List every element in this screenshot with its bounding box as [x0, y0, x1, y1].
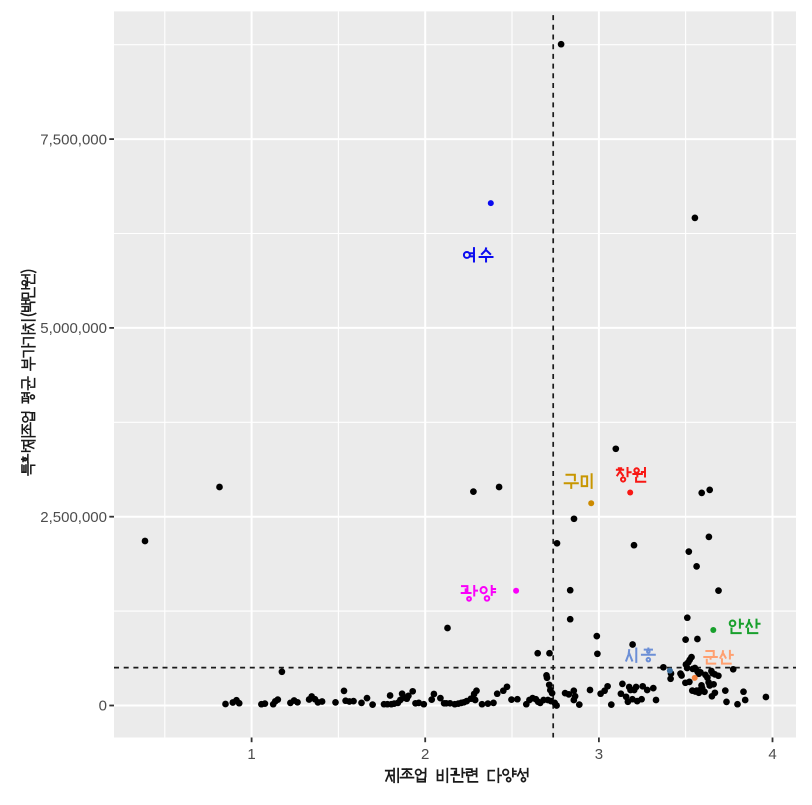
svg-text:4: 4: [768, 746, 776, 763]
svg-text:3: 3: [595, 746, 603, 763]
svg-text:2: 2: [421, 746, 429, 763]
svg-text:0: 0: [99, 698, 107, 715]
svg-text:5,000,000: 5,000,000: [40, 320, 107, 337]
svg-text:1: 1: [247, 746, 255, 763]
svg-text:7,500,000: 7,500,000: [40, 131, 107, 148]
svg-text:2,500,000: 2,500,000: [40, 509, 107, 526]
